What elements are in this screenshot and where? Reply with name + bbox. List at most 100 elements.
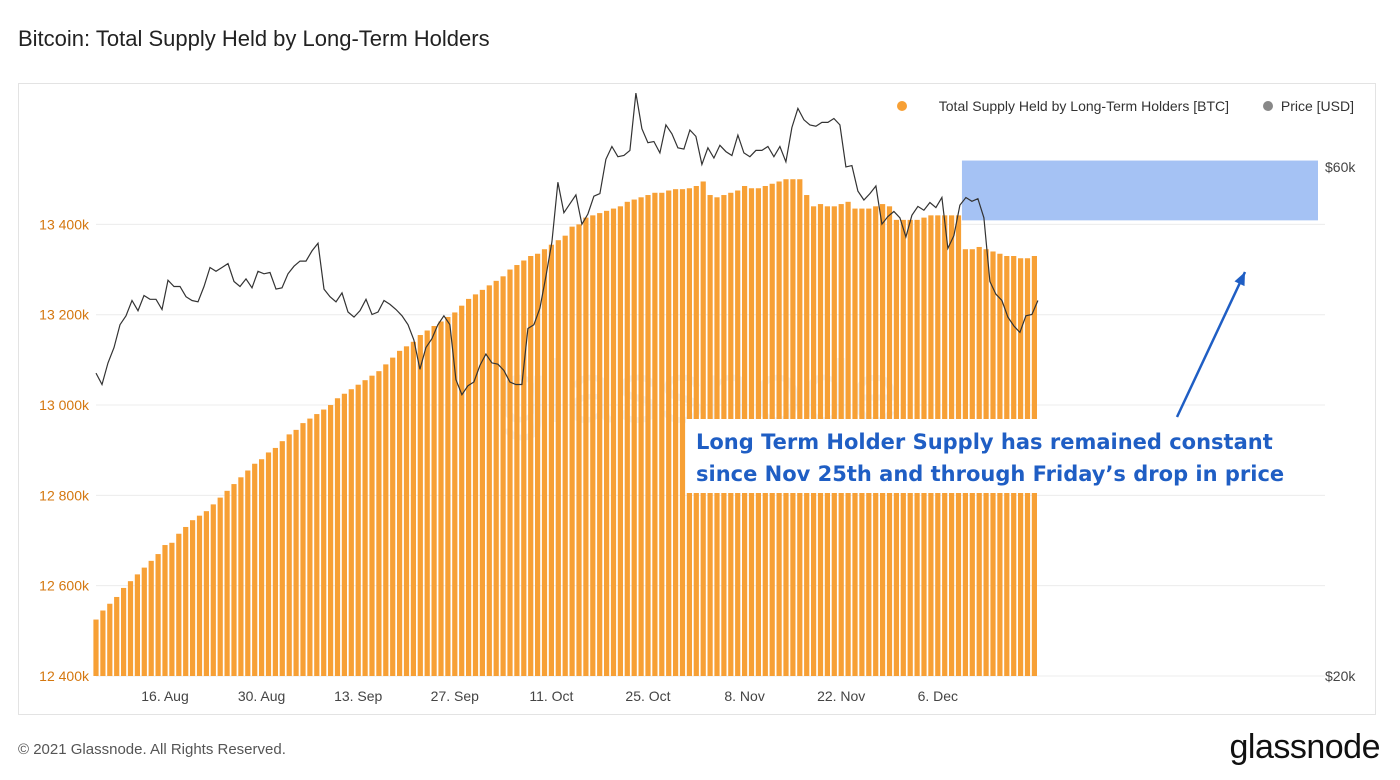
bar (334, 398, 341, 676)
bar (210, 504, 216, 676)
bar (314, 414, 320, 676)
bar (610, 208, 617, 677)
bar (238, 477, 244, 676)
bar (569, 226, 575, 677)
glassnode-logo: glassnode (1229, 728, 1380, 766)
y-right-tick-label: $60k (1325, 159, 1356, 175)
bar (176, 533, 182, 676)
legend-label-supply: Total Supply Held by Long-Term Holders [… (939, 98, 1229, 114)
bar (417, 335, 423, 676)
bar (224, 490, 230, 676)
bar (376, 371, 382, 676)
bar (638, 197, 644, 676)
y-left-tick-label: 12 800k (39, 487, 90, 503)
bar (597, 213, 603, 676)
highlight-box (961, 160, 1318, 221)
y-right-tick-label: $20k (1325, 668, 1356, 684)
bar (673, 189, 679, 676)
bar (383, 364, 389, 676)
bar (631, 199, 637, 676)
x-tick-label: 8. Nov (724, 688, 764, 704)
bar (652, 192, 658, 676)
bar (369, 375, 375, 676)
bar (479, 289, 485, 676)
y-left-tick-label: 13 000k (39, 397, 90, 413)
x-tick-label: 22. Nov (817, 688, 865, 704)
bar (252, 463, 258, 676)
bar (555, 240, 561, 676)
bar (196, 515, 203, 676)
y-left-tick-label: 13 200k (39, 307, 90, 323)
bar (645, 195, 651, 676)
x-tick-label: 27. Sep (431, 688, 479, 704)
bar (169, 542, 175, 676)
bar (472, 294, 479, 676)
bar (321, 409, 327, 676)
bar (576, 224, 582, 677)
bar (431, 326, 437, 676)
bar (259, 459, 265, 676)
annotation-arrow (1175, 271, 1247, 418)
legend-dot-price (1263, 101, 1273, 111)
bar (328, 405, 334, 676)
annotation-callout: Long Term Holder Supply has remained con… (686, 419, 1284, 493)
y-left-tick-label: 12 400k (39, 668, 90, 684)
bar (493, 280, 499, 676)
bar (590, 215, 596, 676)
x-tick-label: 11. Oct (529, 688, 573, 704)
bar (121, 587, 127, 676)
bar (514, 265, 520, 676)
bar (341, 393, 347, 676)
bar (217, 497, 223, 676)
bar (617, 206, 623, 676)
chart-title: Bitcoin: Total Supply Held by Long-Term … (18, 26, 490, 51)
bar (397, 350, 403, 676)
bar (500, 276, 506, 676)
bar (548, 244, 554, 677)
bar (659, 192, 665, 676)
bar (127, 581, 134, 676)
bar (107, 603, 113, 676)
bar (245, 470, 251, 676)
bar (183, 526, 189, 676)
annotation-line-1: Long Term Holder Supply has remained con… (696, 430, 1273, 454)
bar (562, 235, 568, 676)
x-tick-label: 25. Oct (625, 688, 670, 704)
bar (445, 316, 451, 676)
bar (535, 253, 541, 676)
bar (100, 610, 106, 676)
bar (355, 384, 361, 676)
bar (410, 341, 416, 676)
bar (93, 619, 99, 676)
bar (424, 330, 430, 676)
chart-panel: 12 400k 12 600k 12 800k 13 000k 13 200k 13 40… (18, 83, 1376, 715)
chart-svg: 12 400k 12 600k 12 800k 13 000k 13 200k 13 40… (39, 93, 1356, 704)
bar (231, 484, 237, 676)
bar (486, 285, 492, 676)
x-tick-label: 13. Sep (334, 688, 382, 704)
x-tick-label: 6. Dec (918, 688, 958, 704)
bar (279, 441, 285, 676)
bar (148, 560, 154, 676)
bar (583, 217, 589, 676)
bar (666, 190, 672, 677)
bar (141, 567, 147, 676)
bar (134, 574, 140, 676)
bar (162, 545, 168, 676)
legend-label-price: Price [USD] (1281, 98, 1354, 114)
bar (265, 452, 272, 676)
bar (452, 312, 458, 676)
bar (300, 423, 306, 676)
bar (307, 418, 313, 676)
price-line (95, 93, 1039, 396)
bar (362, 380, 368, 676)
legend-dot-supply (897, 101, 907, 111)
x-tick-label: 30. Aug (238, 688, 286, 704)
bar (466, 298, 472, 676)
bar (528, 256, 534, 676)
bar (286, 434, 292, 676)
bar (507, 269, 513, 676)
y-left-tick-label: 12 600k (39, 578, 90, 594)
y-left-tick-label: 13 400k (39, 216, 90, 232)
annotation-arrowhead (1234, 272, 1245, 287)
